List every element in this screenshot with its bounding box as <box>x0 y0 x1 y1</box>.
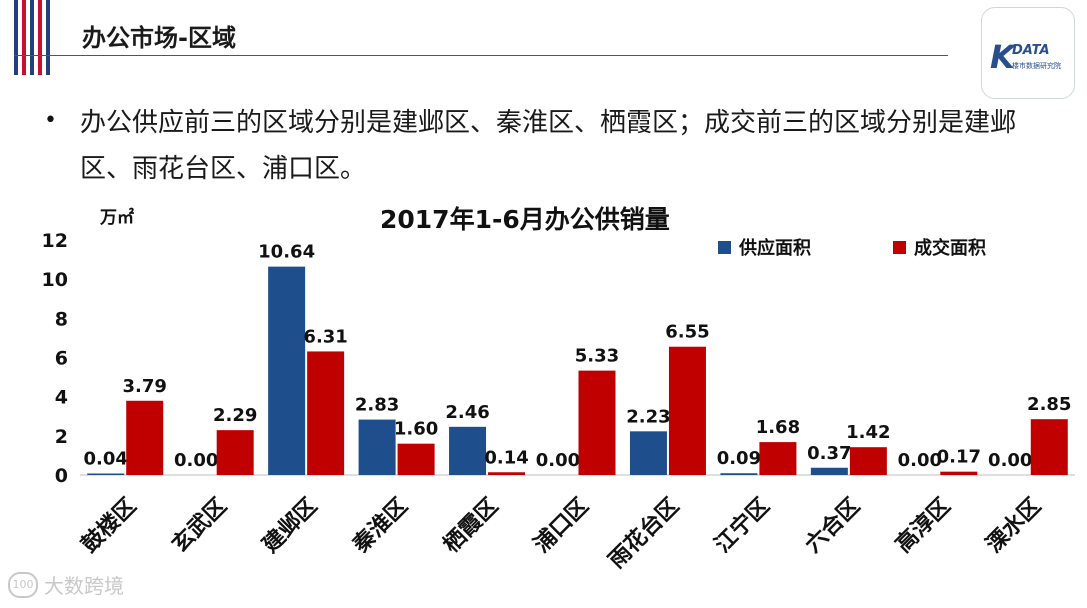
bar-deal <box>216 430 254 475</box>
data-label-deal: 0.17 <box>937 447 981 468</box>
bar-deal <box>849 447 887 475</box>
x-tick-label: 高淳区 <box>890 493 955 558</box>
data-label-deal: 6.31 <box>303 326 347 347</box>
bar-deal <box>307 351 345 475</box>
y-tick-label: 10 <box>42 269 68 291</box>
summary-bullet: 办公供应前三的区域分别是建邺区、秦淮区、栖霞区；成交前三的区域分别是建邺区、雨花… <box>80 108 1017 184</box>
legend-label-supply: 供应面积 <box>739 238 811 259</box>
accent-bar-blue <box>46 0 50 75</box>
x-tick-label: 六合区 <box>800 493 865 558</box>
data-label-deal: 5.33 <box>575 346 619 367</box>
legend-item-supply: 供应面积 <box>718 234 811 260</box>
bar-deal <box>488 472 526 475</box>
legend-swatch-supply <box>718 240 731 254</box>
x-tick-label: 浦口区 <box>529 493 594 558</box>
x-tick-label: 栖霞区 <box>439 494 503 558</box>
data-label-deal: 2.85 <box>1027 394 1071 415</box>
data-label-deal: 0.14 <box>484 447 528 468</box>
bar-deal <box>578 370 616 475</box>
legend-swatch-deal <box>893 240 906 254</box>
data-label-deal: 1.60 <box>394 419 438 440</box>
data-label-supply: 2.23 <box>626 406 670 427</box>
data-label-deal: 6.55 <box>665 322 709 343</box>
bar-supply <box>810 467 848 475</box>
bar-supply <box>720 473 758 475</box>
logo-name: DATA <box>1012 43 1050 58</box>
data-label-supply: 10.64 <box>258 242 315 263</box>
y-tick-label: 8 <box>55 308 68 330</box>
data-label-supply: 0.37 <box>807 443 851 464</box>
bar-deal <box>668 346 706 475</box>
bar-supply <box>629 431 667 475</box>
y-tick-label: 0 <box>55 465 68 487</box>
slide-title: 办公市场-区域 <box>82 24 236 52</box>
data-label-supply: 0.00 <box>988 450 1032 471</box>
accent-bar-blue <box>14 0 18 75</box>
data-label-deal: 3.79 <box>123 376 167 397</box>
watermark-text: 大数跨境 <box>44 574 124 598</box>
x-tick-label: 鼓楼区 <box>77 494 141 558</box>
data-label-supply: 0.00 <box>898 450 942 471</box>
bar-supply <box>358 419 396 475</box>
y-axis-unit: 万㎡ <box>100 208 134 228</box>
bar-deal <box>126 400 164 475</box>
data-label-deal: 1.68 <box>756 417 800 438</box>
watermark-icon: 100 <box>8 571 38 598</box>
data-label-supply: 0.04 <box>84 449 128 470</box>
bar-supply <box>449 426 487 475</box>
data-label-supply: 0.00 <box>536 450 580 471</box>
x-tick-label: 雨花台区 <box>604 493 685 574</box>
accent-bar-red <box>38 0 42 75</box>
bar-deal <box>759 442 797 475</box>
logo-subtitle: 楼市数据研究院 <box>1012 62 1061 70</box>
data-label-supply: 2.83 <box>355 395 399 416</box>
data-label-deal: 2.29 <box>213 405 257 426</box>
data-label-supply: 0.00 <box>174 450 218 471</box>
legend-label-deal: 成交面积 <box>914 238 986 259</box>
y-tick-label: 2 <box>55 426 68 448</box>
watermark: 100 大数跨境 <box>8 570 124 599</box>
logo-mark: K <box>990 38 1015 76</box>
x-tick-label: 建邺区 <box>258 494 322 558</box>
data-label-supply: 2.46 <box>445 402 489 423</box>
bar-deal <box>940 471 978 475</box>
x-tick-label: 玄武区 <box>167 493 232 558</box>
title-divider <box>14 55 948 56</box>
company-logo: K DATA 楼市数据研究院 <box>981 7 1075 99</box>
bullet-icon: • <box>44 108 57 133</box>
bar-deal <box>397 443 435 475</box>
x-tick-label: 江宁区 <box>710 493 775 558</box>
accent-bar-red <box>22 0 26 75</box>
accent-bar-blue <box>30 0 34 75</box>
x-tick-label: 秦淮区 <box>348 494 413 559</box>
y-tick-label: 6 <box>55 348 68 370</box>
legend-item-deal: 成交面积 <box>893 234 986 260</box>
data-label-deal: 1.42 <box>846 422 890 443</box>
bar-supply <box>268 266 306 475</box>
chart-title: 2017年1-6月办公供销量 <box>380 205 670 234</box>
bar-deal <box>1030 419 1068 475</box>
x-tick-label: 溧水区 <box>982 494 1046 558</box>
y-tick-label: 12 <box>42 230 68 252</box>
bar-supply <box>87 473 125 475</box>
data-label-supply: 0.09 <box>717 448 761 469</box>
y-tick-label: 4 <box>55 387 68 409</box>
